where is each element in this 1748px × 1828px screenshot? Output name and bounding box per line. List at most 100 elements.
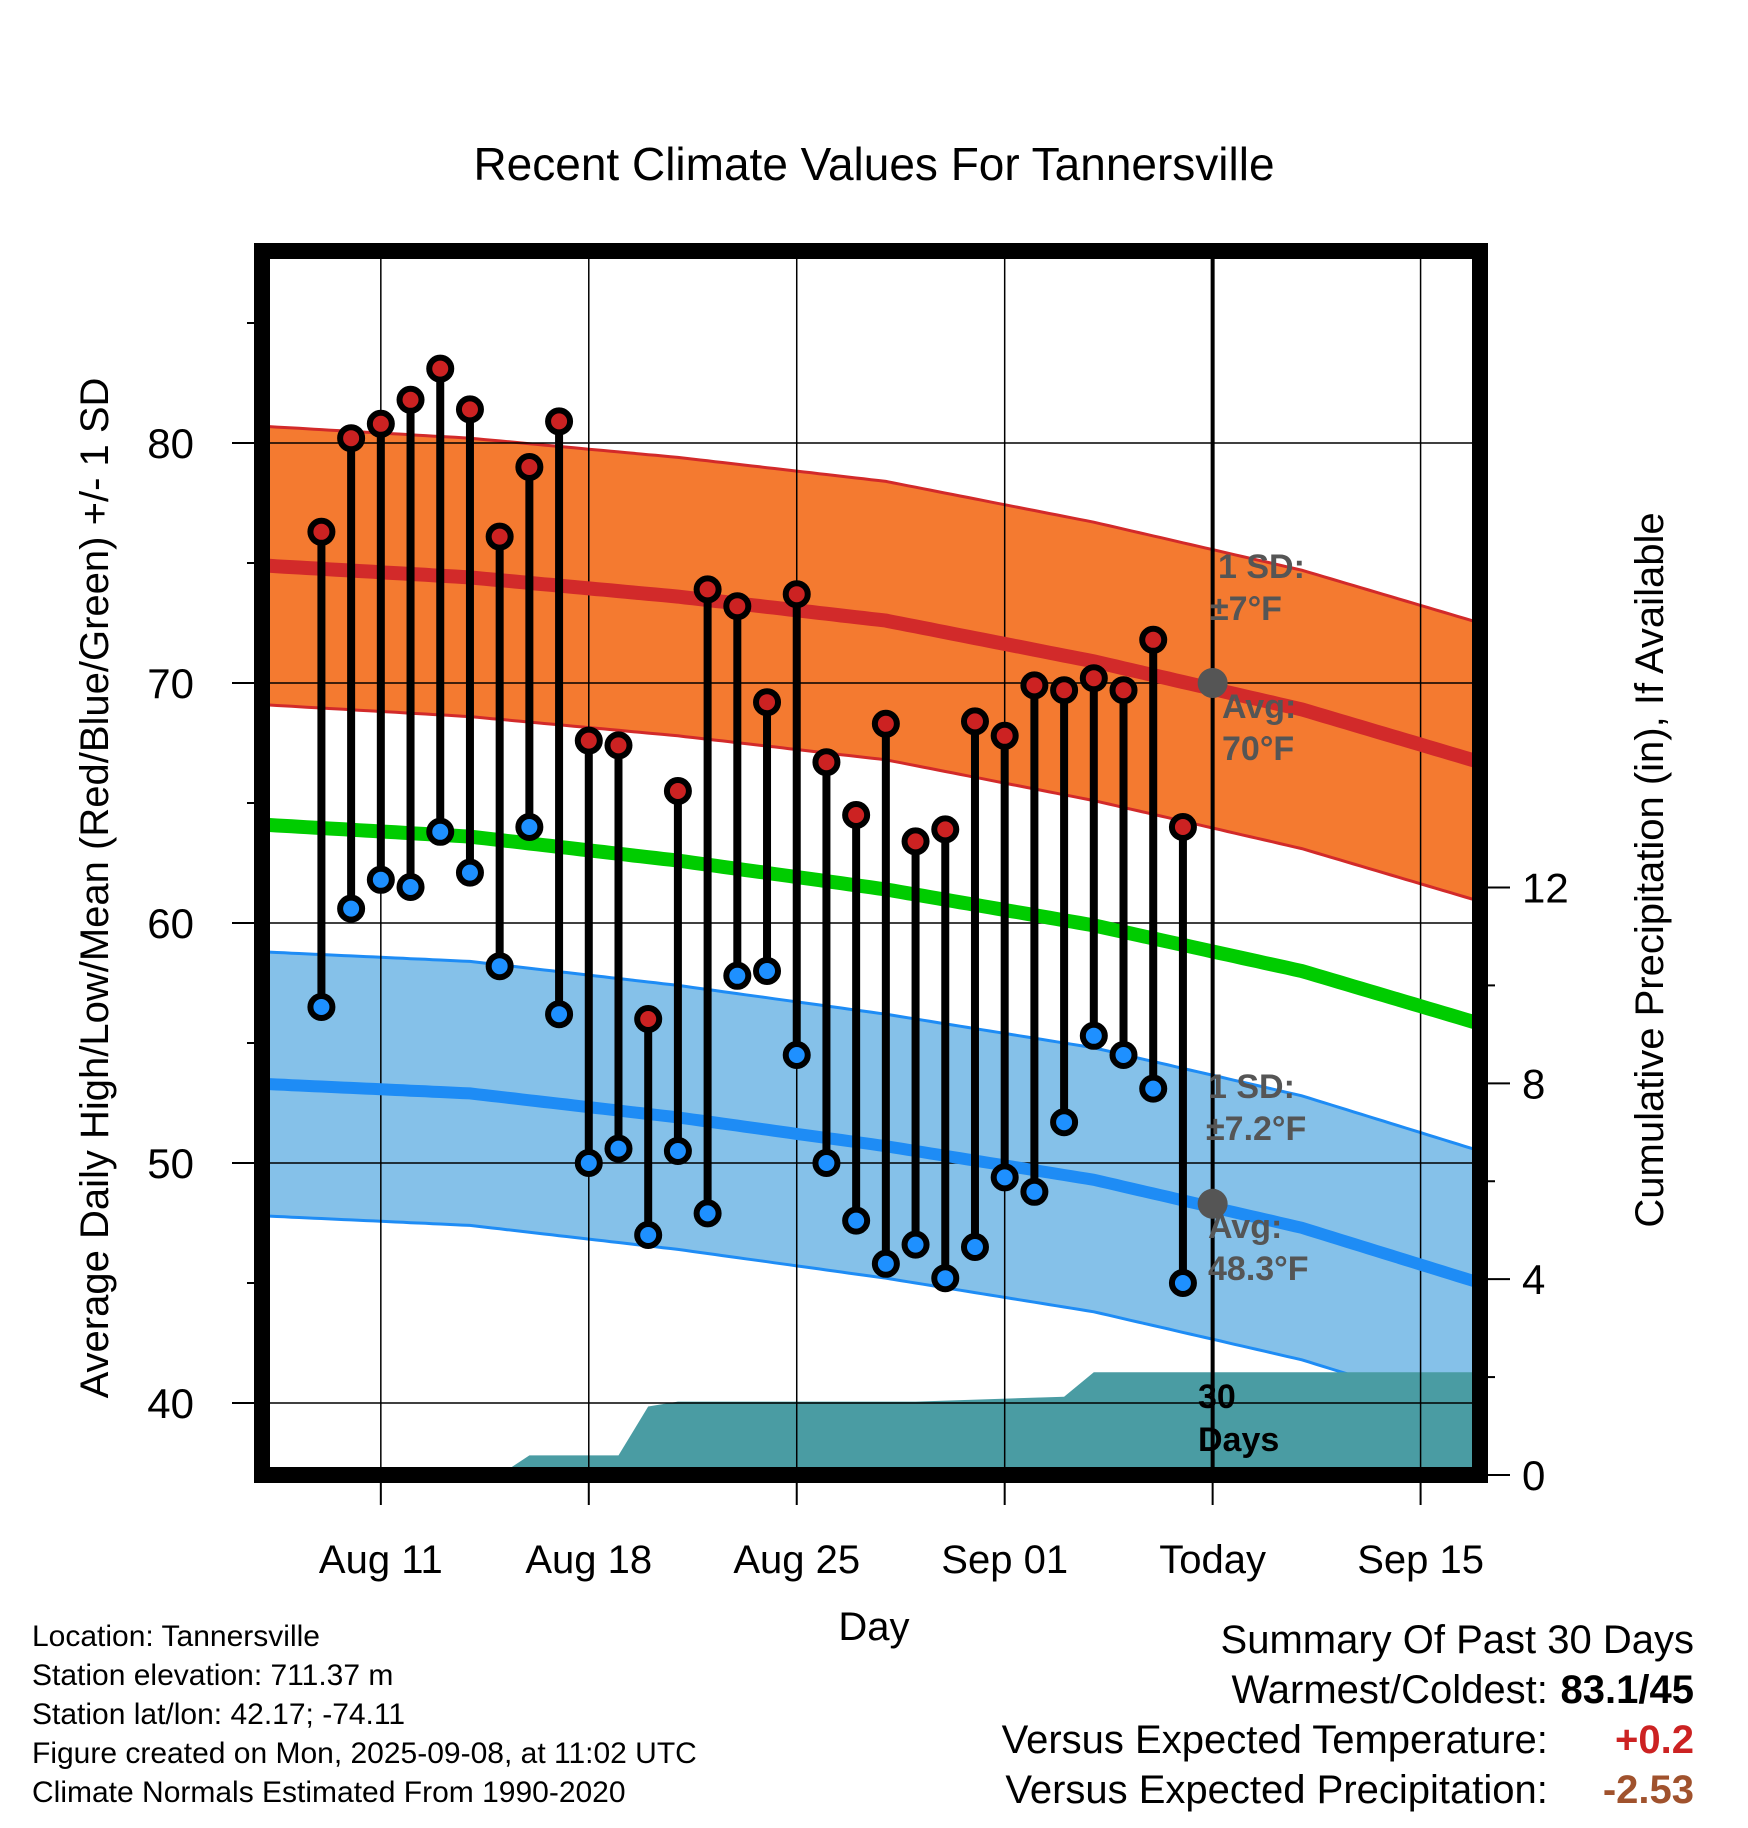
obs-high-point [455,395,484,424]
warmest-value: 83.1/45 [1560,1668,1694,1712]
obs-high-point [901,827,930,856]
summary-title: Summary Of Past 30 Days [1220,1618,1694,1662]
obs-low-point [990,1163,1019,1192]
obs-high-point [545,407,574,436]
obs-low-point [485,952,514,981]
normals-text: Climate Normals Estimated From 1990-2020 [32,1776,626,1809]
y2-tick-label: 4 [1522,1256,1545,1303]
precip-delta-label: Versus Expected Precipitation: [1005,1768,1548,1812]
obs-high-point [1168,813,1197,841]
temp-delta-label: Versus Expected Temperature: [1001,1718,1548,1762]
low-sd-value: ±7.2°F [1206,1110,1306,1148]
precip-cumulative-area [470,1372,1480,1475]
x-tick-label: Aug 11 [319,1538,443,1582]
y2-tick-label: 0 [1522,1452,1545,1499]
obs-low-point [366,865,395,894]
obs-high-point [396,385,425,414]
obs-high-point [634,1005,663,1033]
obs-low-point [812,1149,841,1177]
low-sd-lower-edge [262,1214,1480,1417]
precip-delta-value: -2.53 [1602,1768,1694,1812]
y-tick-label: 80 [147,420,194,467]
obs-low-point [842,1206,871,1235]
summary-panel: Summary Of Past 30 Days Warmest/Coldest:… [1002,1615,1694,1815]
low-avg-value: 48.3°F [1208,1250,1309,1288]
obs-high-point [426,354,455,383]
obs-high-point [574,726,603,755]
obs-low-point [1109,1041,1138,1069]
normal-mean-line [262,817,1480,1031]
low-sd-band [262,951,1480,1415]
created-text: Figure created on Mon, 2025-09-08, at 11… [32,1737,697,1770]
x-tick-label: Aug 18 [525,1538,652,1582]
high-sd-lower-edge [262,703,1480,903]
today-avg-low-marker [1197,1188,1228,1219]
obs-low-point [604,1134,633,1163]
obs-high-point [366,409,395,438]
obs-low-point [871,1249,900,1278]
temp-delta-value: +0.2 [1615,1718,1694,1762]
x-tick-label: Sep 01 [941,1538,1068,1582]
obs-high-point [307,517,336,546]
today-avg-high-marker [1197,668,1228,698]
days-label: Days [1198,1421,1279,1459]
obs-high-point [604,731,633,760]
obs-low-point [931,1264,960,1293]
obs-low-point [960,1233,989,1261]
high-sd-value: ±7°F [1210,590,1282,628]
axes: 40 50 60 70 80 0 4 8 12 Aug 11 Aug 18 Aug 25 Sep 01 T… [73,322,1672,1649]
obs-high-point [931,815,960,844]
obs-low-point [515,813,544,841]
annotations: 1 SD: ±7°F Avg: 70°F 1 SD: ±7.2°F Avg: 48.3°F 30… [1198,548,1309,1459]
high-avg-label: Avg: [1222,688,1296,726]
obs-high-point [515,453,544,481]
obs-low-point [753,957,782,985]
obs-high-point [1109,676,1138,705]
obs-low-point [1079,1021,1108,1050]
obs-high-point [1050,676,1079,705]
obs-low-point [782,1041,811,1069]
obs-high-point [1139,625,1168,654]
obs-high-point [693,575,722,604]
chart-title: Recent Climate Values For Tannersville [473,138,1274,190]
normal-low-line [262,1077,1480,1289]
obs-low-point [307,993,336,1021]
x-axis-label: Day [838,1605,909,1649]
obs-high-point [753,688,782,717]
precip-area [470,1372,1480,1475]
station-info: Location: Tannersville Station elevation… [32,1617,697,1812]
low-sd-upper-edge [262,950,1480,1153]
obs-low-point [723,961,752,990]
y-tick-label: 40 [147,1380,194,1427]
obs-high-point [990,721,1019,750]
days-count: 30 [1198,1378,1236,1416]
low-sd-label: 1 SD: [1208,1068,1295,1106]
high-avg-value: 70°F [1222,730,1294,768]
y2-tick-label: 12 [1522,864,1569,911]
obs-low-point [693,1199,722,1228]
obs-low-point [1050,1108,1079,1137]
elevation-text: Station elevation: 711.37 m [32,1659,394,1692]
obs-high-point [871,709,900,738]
obs-high-point [960,707,989,736]
normal-lines [262,251,1480,1475]
obs-low-point [1168,1269,1197,1297]
latlon-text: Station lat/lon: 42.17; -74.11 [32,1698,406,1731]
warmest-label: Warmest/Coldest: [1231,1668,1548,1712]
obs-low-point [545,1000,574,1029]
normal-high-line [262,558,1480,769]
obs-low-point [663,1137,692,1165]
obs-low-point [574,1149,603,1177]
x-tick-label: Today [1159,1538,1266,1582]
x-tick-label: Aug 25 [733,1538,860,1582]
obs-high-point [663,777,692,805]
obs-low-point [1020,1177,1049,1206]
location-text: Location: Tannersville [32,1620,320,1653]
obs-low-point [426,817,455,846]
high-sd-label: 1 SD: [1218,548,1305,586]
observations [307,354,1228,1297]
obs-low-point [455,858,484,887]
obs-high-point [1020,671,1049,700]
low-avg-label: Avg: [1208,1208,1282,1246]
obs-low-point [396,873,425,901]
